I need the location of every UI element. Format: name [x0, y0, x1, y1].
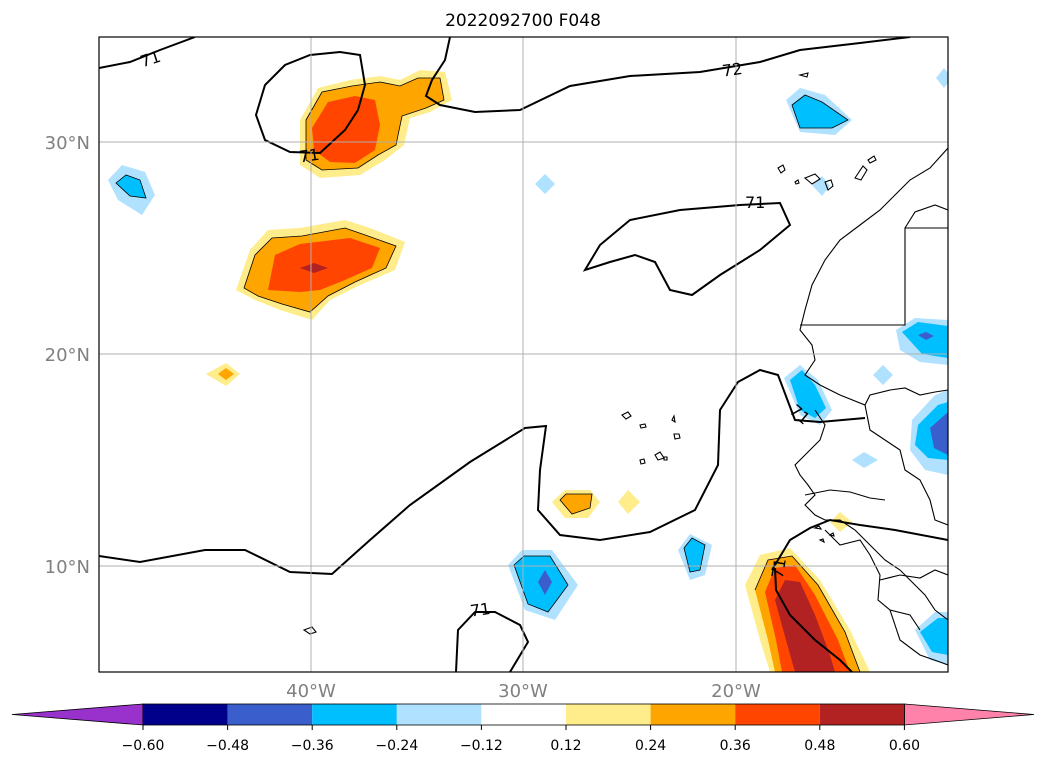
colorbar-segment [396, 704, 482, 725]
warm-blob-north [300, 70, 452, 178]
coast-senegal [794, 409, 948, 621]
cool-blob-mali [910, 390, 948, 475]
cool-blob-west [108, 165, 155, 215]
cool-blob-diamond [535, 174, 555, 194]
contour-label: 71 [298, 145, 321, 167]
colorbar-outline [142, 703, 905, 726]
border-morocco [904, 204, 948, 229]
map-figure: 2022092700 F048 [45, 11, 949, 700]
colorbar-segment [143, 704, 228, 725]
cool-blob-guinea-coast [915, 612, 948, 665]
contour-south-stub [455, 611, 530, 672]
lat-label-group: 30°N 20°N 10°N [45, 133, 90, 578]
map-frame [98, 36, 949, 673]
colorbar-tick-label: 0.60 [889, 738, 920, 754]
colorbar-boxes [11, 703, 1035, 726]
border-mauritania [800, 227, 948, 326]
cape-verde-islands [621, 411, 681, 465]
colorbar-extend-low [11, 703, 144, 726]
contour-label: 71 [469, 599, 492, 621]
colorbar-extend-high [904, 703, 1035, 726]
small-island-south [302, 626, 317, 635]
map-plot-area: 71 72 71 71 71 71 71 [99, 37, 948, 672]
contour-line-72 [424, 37, 911, 114]
lat-label: 10°N [45, 557, 90, 578]
contour-canary-loop [582, 201, 792, 297]
warm-blob-small-west [206, 363, 240, 386]
border-sierra [889, 609, 948, 666]
coast-africa-west [799, 147, 948, 406]
border-guinea [824, 529, 921, 631]
colorbar-segment [481, 704, 566, 725]
coast-islands-bissau [813, 525, 835, 544]
warm-blob-central [236, 220, 405, 320]
colorbar-tick-label: 0.24 [635, 738, 666, 754]
contour-label-layer: 71 72 71 71 71 71 71 [138, 47, 814, 621]
canary-islands [777, 72, 877, 191]
colorbar-ticks: −0.60 −0.48 −0.36 −0.24 −0.12 0.12 0.24 0.36 0.4… [122, 725, 920, 754]
contour-label: 72 [721, 59, 744, 81]
lon-label: 30°W [498, 681, 548, 700]
lat-label: 30°N [45, 133, 90, 154]
cool-blob-small-senegal [852, 452, 878, 468]
lat-label: 20°N [45, 345, 90, 366]
colorbar-tick-label: 0.12 [550, 738, 581, 754]
colorbar-segment [227, 704, 313, 725]
cool-blob-northeast [786, 68, 948, 135]
colorbar-tick-label: −0.48 [206, 738, 249, 754]
cool-blob-diamond-2 [873, 365, 893, 385]
colorbar-segment [566, 704, 651, 725]
contour-label: 71 [745, 193, 765, 212]
grid-layer [99, 37, 948, 672]
colorbar-tick-label: 0.48 [804, 738, 835, 754]
cool-blob-mauritania [896, 318, 948, 365]
border-senegal-inner [804, 489, 886, 501]
colorbar-tick-label: −0.12 [460, 738, 503, 754]
contour-label: 71 [768, 557, 790, 580]
contour-loop-north [254, 50, 367, 155]
figure-title: 2022092700 F048 [445, 11, 601, 31]
colorbar-segment [819, 704, 905, 725]
lon-label-group: 40°W 30°W 20°W [286, 681, 761, 700]
coastline-layer [302, 72, 948, 666]
warm-blob-cape [552, 490, 640, 518]
colorbar-segment [650, 704, 736, 725]
contour-layer [99, 37, 948, 672]
cool-blob-senegal-coast [784, 365, 832, 425]
colorbar-tick-label: −0.24 [375, 738, 418, 754]
contour-line-north [99, 37, 196, 69]
shading-layer [108, 68, 948, 672]
colorbar-segment [312, 704, 397, 725]
contour-long-south [99, 368, 866, 576]
contour-southeast-arc [771, 518, 948, 571]
contour-south-east [774, 567, 853, 672]
cool-blob-south-central [508, 550, 578, 620]
lon-label: 20°W [711, 681, 761, 700]
colorbar-segment [735, 704, 820, 725]
border-senegal-mali [864, 404, 948, 526]
colorbar-tick-label: −0.60 [122, 738, 165, 754]
colorbar-tick-label: −0.36 [291, 738, 334, 754]
colorbar-tick-label: 0.36 [720, 738, 751, 754]
border-west-africa-2 [879, 569, 948, 581]
shading-outline-layer [115, 77, 861, 672]
lon-label: 40°W [286, 681, 336, 700]
